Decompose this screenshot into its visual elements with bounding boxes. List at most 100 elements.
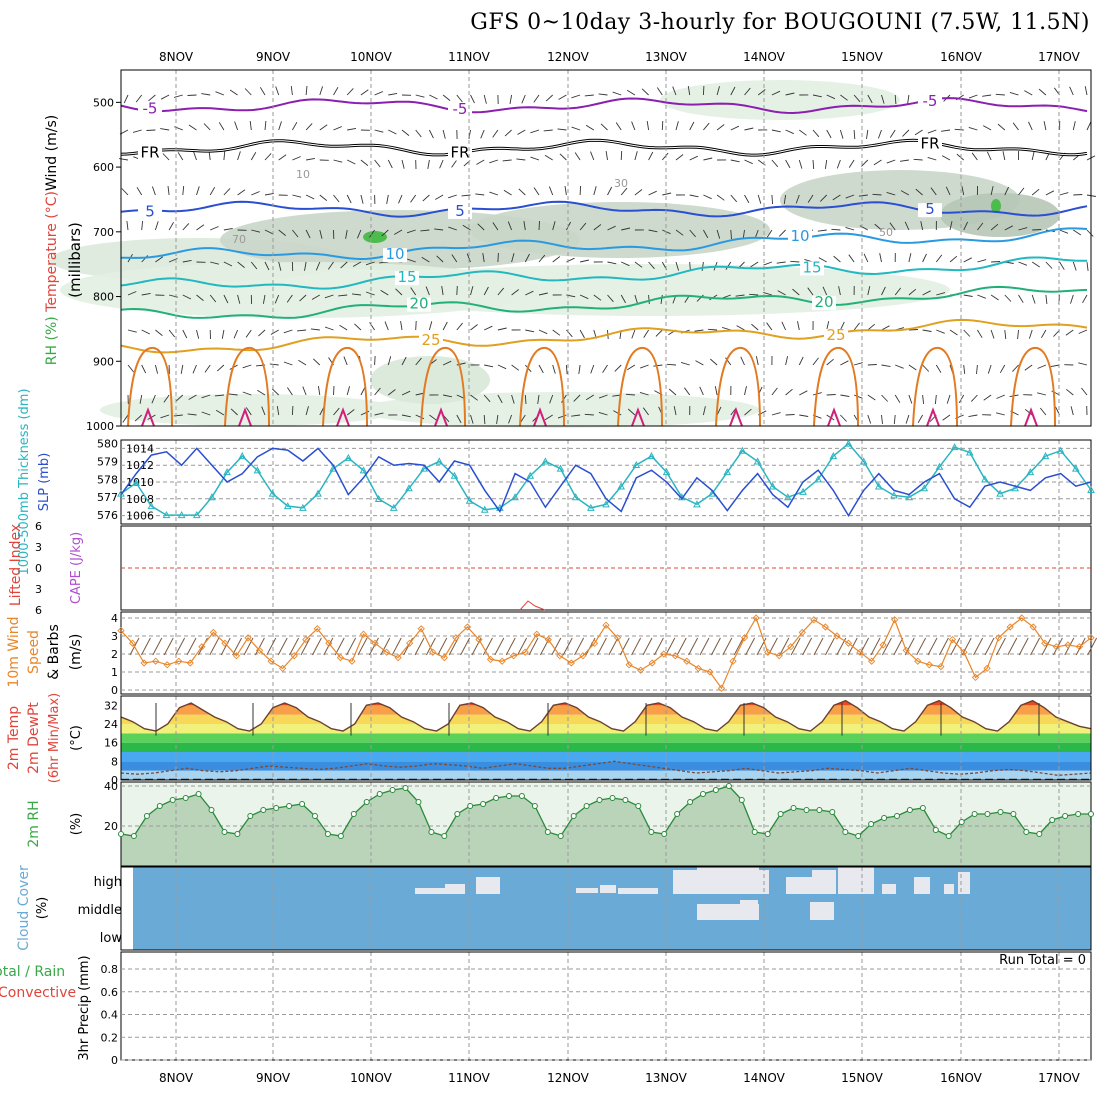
- wind-barb: [648, 229, 658, 233]
- wind-barb: [286, 294, 293, 303]
- wind-barb: [771, 387, 778, 396]
- wind-speed-marker: [209, 628, 218, 637]
- wind-speed-marker: [417, 625, 425, 633]
- wind-barb: [271, 388, 280, 396]
- wind-barb: [790, 260, 800, 263]
- wind-barb: [379, 261, 389, 264]
- y-tick-label: 800: [93, 291, 114, 304]
- wind-barb: [518, 188, 526, 196]
- rh-marker: [130, 833, 137, 839]
- wind-barb: [826, 94, 836, 100]
- wind-speed-marker: [867, 657, 876, 665]
- wind-barb: [1004, 294, 1012, 302]
- wind-barb: [427, 159, 430, 169]
- warm-cell-contour: [420, 346, 466, 427]
- wind-barb: [264, 192, 274, 196]
- thickness-marker: [344, 453, 353, 461]
- wind-barb: [333, 159, 343, 163]
- thickness-marker: [632, 460, 641, 469]
- wind-barb: [250, 151, 257, 161]
- 2m-rh-frame: [120, 781, 1092, 867]
- wind-barb: [1070, 406, 1074, 416]
- wind-barb: [963, 294, 973, 297]
- wind-barb: [917, 414, 923, 424]
- wind-speed-marker: [914, 657, 922, 665]
- thickness-marker: [662, 468, 671, 476]
- rh-marker: [919, 805, 926, 811]
- wind-barb: [177, 152, 184, 161]
- wind-barb: [317, 386, 321, 396]
- wind-barb: [245, 407, 252, 416]
- 10m-wind-frame: [120, 611, 1092, 695]
- wind-barb: [538, 292, 548, 296]
- wind-barb: [625, 393, 635, 396]
- wind-barb: [182, 223, 190, 231]
- rh-marker: [570, 813, 577, 819]
- wind-barb: [858, 194, 868, 197]
- precip-ylabel: 3hr Precip (mm): [77, 955, 92, 1060]
- wind-barb: [482, 253, 485, 263]
- wind-barb: [552, 256, 561, 263]
- wind-barb: [995, 412, 1005, 416]
- wind-speed-marker: [440, 653, 448, 662]
- thickness-marker: [541, 457, 550, 465]
- rh-marker: [286, 803, 293, 809]
- wind-barb: [977, 329, 983, 338]
- wind-barb: [126, 221, 129, 231]
- wind-barb: [533, 94, 540, 103]
- wind-barb: [428, 321, 433, 331]
- wind-barb: [251, 229, 261, 233]
- wind-barb: [826, 394, 836, 396]
- rh-marker: [1075, 811, 1082, 817]
- wind-barb: [680, 361, 690, 366]
- contour-label: -5: [143, 99, 158, 117]
- wind-barb: [311, 637, 322, 656]
- temp-ylabel-a: 2m Temp: [6, 706, 22, 770]
- wind-barb: [913, 158, 923, 161]
- wind-barb: [785, 414, 795, 416]
- wind-barb: [360, 89, 369, 96]
- wind-barb: [701, 261, 704, 271]
- contour-label-bg: [138, 205, 162, 220]
- thickness-marker: [526, 471, 535, 479]
- wind-barb: [995, 93, 1005, 96]
- wind-barb: [264, 229, 274, 235]
- date-label-top: 17NOV: [1038, 50, 1080, 64]
- wind-barb: [1072, 121, 1076, 131]
- wind-barb: [220, 637, 231, 656]
- wind-speed-marker: [544, 635, 552, 644]
- wind-barb: [976, 364, 978, 375]
- wind-barb: [557, 414, 567, 419]
- contour-label-bg: [138, 102, 162, 117]
- rh-marker: [454, 811, 461, 817]
- wind-barb: [812, 159, 815, 170]
- wind-barb: [182, 329, 188, 339]
- hot-cell-contour: [238, 407, 252, 427]
- thickness-tick-label: 577: [97, 491, 118, 504]
- wind-barb: [242, 364, 252, 369]
- temp-contour: [120, 285, 1088, 319]
- wind-speed-marker: [648, 659, 656, 667]
- wind-barb: [949, 221, 953, 231]
- wind-barb: [360, 159, 369, 166]
- wind-barb: [627, 408, 636, 416]
- wind-barb: [607, 186, 613, 196]
- wind-barb: [155, 329, 163, 336]
- thickness-marker: [1011, 484, 1020, 492]
- rh-marker: [751, 829, 758, 835]
- wind-speed-marker: [764, 648, 772, 656]
- wind-barb: [902, 129, 910, 137]
- wind-speed-marker: [186, 659, 194, 667]
- wind-barb: [642, 407, 649, 416]
- wind-barb: [163, 637, 174, 656]
- wind-barb: [511, 364, 520, 371]
- cloud-patch: [576, 888, 598, 893]
- rh-marker: [764, 831, 771, 837]
- wind-barb: [922, 364, 930, 372]
- wind-barb: [922, 329, 932, 332]
- wind-barb: [777, 290, 786, 296]
- wind-barb: [492, 222, 499, 231]
- precip-legend-convective: Convective: [0, 985, 76, 1001]
- thickness-marker: [1041, 452, 1050, 460]
- wind-barb: [530, 129, 540, 134]
